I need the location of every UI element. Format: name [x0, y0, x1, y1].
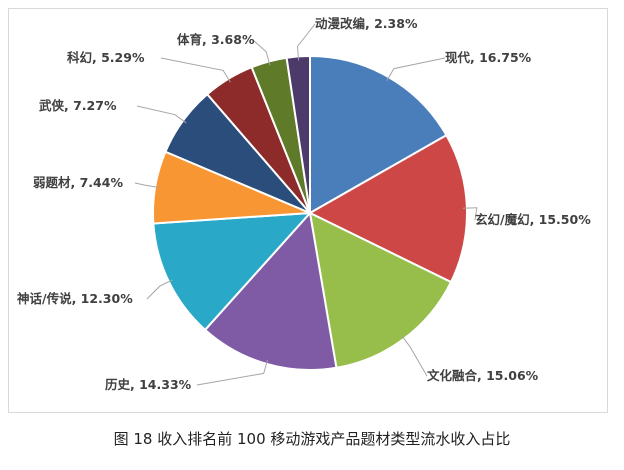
- data-label-3: 文化融合, 15.06%: [427, 368, 539, 383]
- data-label-2: 玄幻/魔幻, 15.50%: [475, 212, 591, 227]
- leader-line-10: [296, 23, 316, 61]
- data-label-4: 历史, 14.33%: [105, 377, 192, 392]
- leader-line-1: [386, 57, 446, 81]
- data-label-7: 武侠, 7.27%: [39, 98, 117, 113]
- data-label-5: 神话/传说, 12.30%: [17, 291, 133, 306]
- leader-line-9: [252, 39, 271, 66]
- leader-line-6: [134, 182, 160, 188]
- chart-area: 现代, 16.75% 玄幻/魔幻, 15.50% 文化融合, 15.06% 历史, 1…: [8, 8, 608, 413]
- leader-line-7: [136, 105, 187, 124]
- leader-line-8: [160, 57, 231, 83]
- data-label-10: 动漫改编, 2.38%: [315, 16, 418, 31]
- pie-chart: 现代, 16.75% 玄幻/魔幻, 15.50% 文化融合, 15.06% 历史, 1…: [17, 16, 591, 392]
- leader-line-5: [146, 279, 173, 300]
- data-label-8: 科幻, 5.29%: [67, 50, 145, 65]
- data-label-6: 弱题材, 7.44%: [33, 175, 123, 190]
- figure-caption: 图 18 收入排名前 100 移动游戏产品题材类型流水收入占比: [113, 430, 511, 448]
- leader-line-3: [401, 335, 428, 377]
- data-label-1: 现代, 16.75%: [445, 50, 532, 65]
- data-label-9: 体育, 3.68%: [177, 32, 255, 47]
- leader-line-4: [196, 359, 268, 386]
- leader-line-2: [462, 207, 478, 221]
